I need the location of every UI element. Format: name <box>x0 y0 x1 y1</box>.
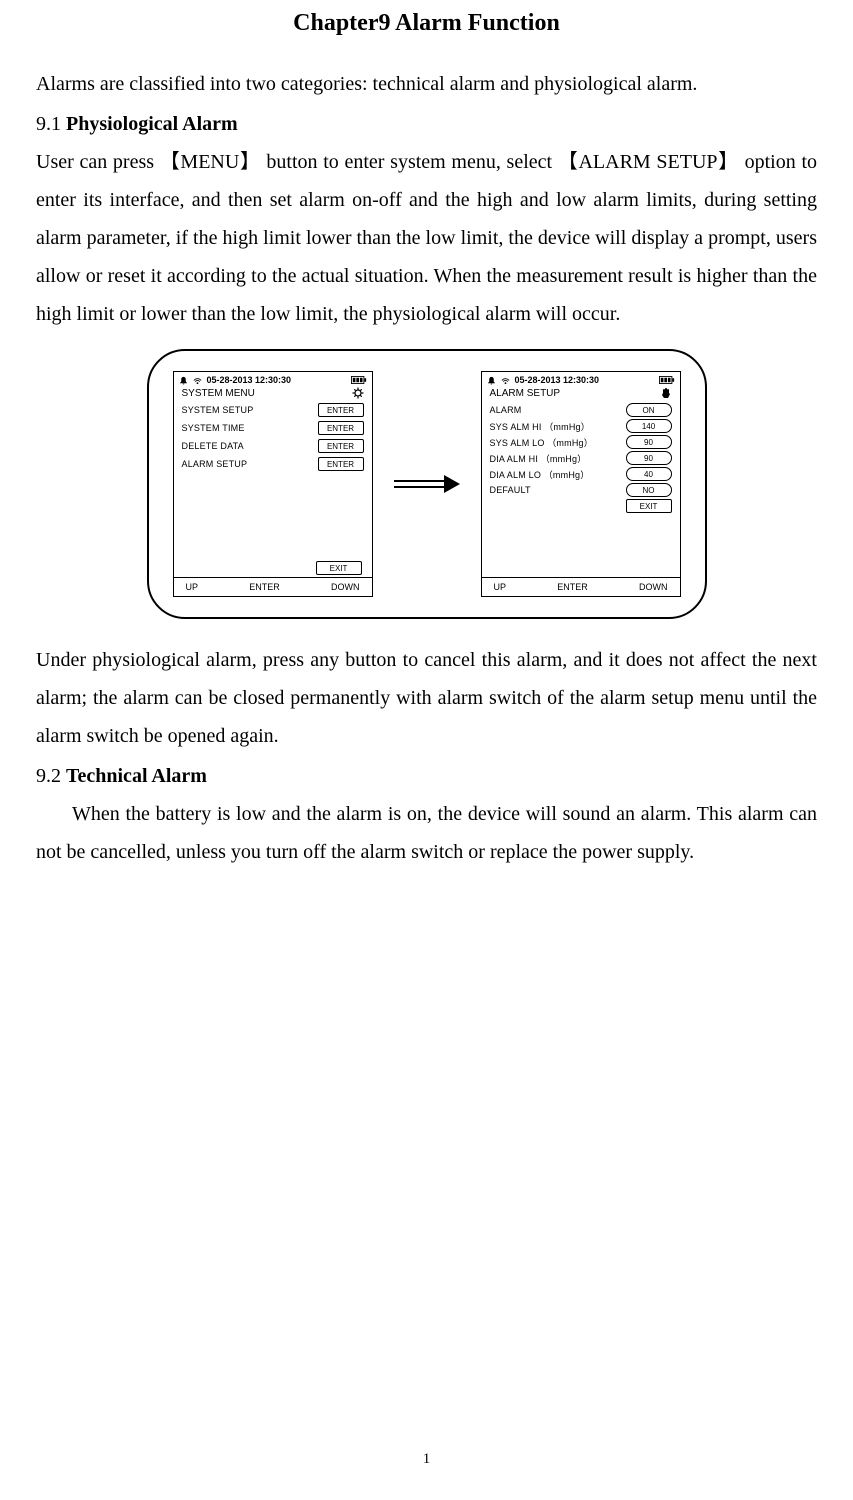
page: Chapter9 Alarm Function Alarms are class… <box>0 0 853 1500</box>
value-field[interactable]: 140 <box>626 419 672 433</box>
down-label: DOWN <box>331 582 360 592</box>
exit-row: EXIT <box>490 499 672 513</box>
right-device-screen: 05-28-2013 12:30:30 ALARM SETUP ALARM ON… <box>481 371 681 597</box>
menu-body: SYSTEM SETUP ENTER SYSTEM TIME ENTER DEL… <box>174 401 372 557</box>
menu-label: SYSTEM TIME <box>182 423 245 433</box>
menu-title-text: SYSTEM MENU <box>182 388 255 399</box>
section-number: 9.2 <box>36 765 61 787</box>
section-9-2-heading: 9.2 Technical Alarm <box>36 759 817 793</box>
page-number: 1 <box>0 1451 853 1468</box>
exit-row: EXIT <box>174 557 372 577</box>
intro-paragraph: Alarms are classified into two categorie… <box>36 65 817 103</box>
menu-label: SYS ALM HI （mmHg） <box>490 420 590 433</box>
value-field[interactable]: 90 <box>626 451 672 465</box>
datetime-text: 05-28-2013 12:30:30 <box>515 375 600 385</box>
figure-container: 05-28-2013 12:30:30 SYSTEM MENU SYSTEM S… <box>36 349 817 619</box>
section-9-1-para-2: Under physiological alarm, press any but… <box>36 641 817 755</box>
value-field[interactable]: NO <box>626 483 672 497</box>
menu-row: SYSTEM SETUP ENTER <box>182 403 364 417</box>
menu-row: DEFAULT NO <box>490 483 672 497</box>
up-label: UP <box>494 582 507 592</box>
exit-button[interactable]: EXIT <box>626 499 672 513</box>
signal-icon <box>500 376 511 385</box>
menu-row: DIA ALM HI （mmHg） 90 <box>490 451 672 465</box>
menu-label: DEFAULT <box>490 485 531 495</box>
section-9-2-para-1: When the battery is low and the alarm is… <box>36 795 817 871</box>
value-field[interactable]: 40 <box>626 467 672 481</box>
menu-label: DIA ALM LO （mmHg） <box>490 468 590 481</box>
bottom-bar: UP ENTER DOWN <box>174 577 372 596</box>
enter-label: ENTER <box>557 582 588 592</box>
menu-row: SYSTEM TIME ENTER <box>182 421 364 435</box>
hand-icon <box>660 387 672 399</box>
menu-row: SYS ALM HI （mmHg） 140 <box>490 419 672 433</box>
bottom-bar: UP ENTER DOWN <box>482 577 680 596</box>
section-9-1-para-1: User can press 【MENU】 button to enter sy… <box>36 143 817 333</box>
arrow-right-icon <box>392 472 462 496</box>
menu-row: DIA ALM LO （mmHg） 40 <box>490 467 672 481</box>
section-title: Physiological Alarm <box>66 113 238 135</box>
signal-icon <box>192 376 203 385</box>
bell-icon <box>179 376 188 385</box>
exit-button[interactable]: EXIT <box>316 561 362 575</box>
menu-label: SYS ALM LO （mmHg） <box>490 436 593 449</box>
gear-icon <box>352 387 364 399</box>
datetime-text: 05-28-2013 12:30:30 <box>207 375 292 385</box>
menu-body: ALARM ON SYS ALM HI （mmHg） 140 SYS ALM L… <box>482 401 680 577</box>
enter-button[interactable]: ENTER <box>318 439 364 453</box>
enter-button[interactable]: ENTER <box>318 457 364 471</box>
status-bar: 05-28-2013 12:30:30 <box>482 372 680 387</box>
menu-title-row: SYSTEM MENU <box>174 387 372 401</box>
menu-row: ALARM SETUP ENTER <box>182 457 364 471</box>
battery-icon <box>659 376 675 384</box>
menu-label: DELETE DATA <box>182 441 244 451</box>
section-title: Technical Alarm <box>66 765 207 787</box>
menu-row: DELETE DATA ENTER <box>182 439 364 453</box>
menu-label: DIA ALM HI （mmHg） <box>490 452 587 465</box>
enter-label: ENTER <box>249 582 280 592</box>
down-label: DOWN <box>639 582 668 592</box>
menu-row: ALARM ON <box>490 403 672 417</box>
value-field[interactable]: 90 <box>626 435 672 449</box>
menu-title-text: ALARM SETUP <box>490 388 561 399</box>
chapter-title: Chapter9 Alarm Function <box>36 10 817 37</box>
device-figure: 05-28-2013 12:30:30 SYSTEM MENU SYSTEM S… <box>147 349 707 619</box>
menu-row: SYS ALM LO （mmHg） 90 <box>490 435 672 449</box>
section-number: 9.1 <box>36 113 61 135</box>
menu-label: SYSTEM SETUP <box>182 405 254 415</box>
section-9-1-heading: 9.1 Physiological Alarm <box>36 107 817 141</box>
bell-icon <box>487 376 496 385</box>
value-field[interactable]: ON <box>626 403 672 417</box>
menu-title-row: ALARM SETUP <box>482 387 680 401</box>
status-bar: 05-28-2013 12:30:30 <box>174 372 372 387</box>
enter-button[interactable]: ENTER <box>318 403 364 417</box>
battery-icon <box>351 376 367 384</box>
enter-button[interactable]: ENTER <box>318 421 364 435</box>
up-label: UP <box>186 582 199 592</box>
menu-label: ALARM SETUP <box>182 459 248 469</box>
left-device-screen: 05-28-2013 12:30:30 SYSTEM MENU SYSTEM S… <box>173 371 373 597</box>
menu-label: ALARM <box>490 405 522 415</box>
